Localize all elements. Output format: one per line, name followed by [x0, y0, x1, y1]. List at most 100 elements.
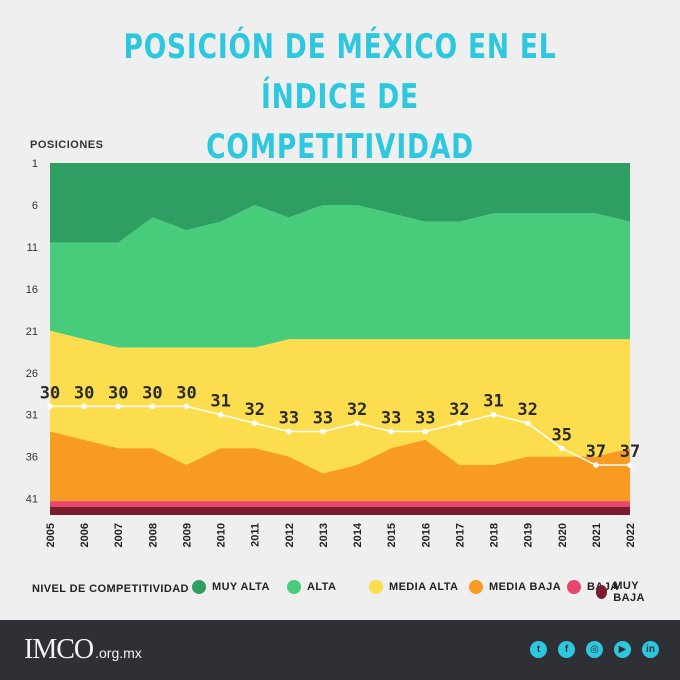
legend-item-media-baja: MEDIA BAJA: [469, 580, 561, 594]
y-tick-label: 26: [26, 368, 38, 380]
data-point: [388, 428, 394, 435]
data-point: [115, 403, 122, 410]
legend-item-alta: ALTA: [287, 580, 336, 594]
legend-label: MUY ALTA: [212, 581, 270, 593]
y-tick-label: 1: [32, 158, 38, 170]
x-tick-label: 2020: [557, 523, 569, 547]
data-label: 32: [244, 400, 264, 420]
y-tick-label: 41: [26, 494, 38, 506]
logo-domain: .org.mx: [95, 645, 142, 661]
x-tick-label: 2011: [250, 523, 262, 547]
x-tick-label: 2013: [318, 523, 330, 547]
y-axis-label: POSICIONES: [30, 139, 104, 151]
logo-text: IMCO: [24, 634, 94, 665]
data-point: [593, 462, 599, 468]
legend-swatch: [469, 580, 483, 594]
data-point: [456, 420, 463, 426]
band-media-baja: [50, 431, 630, 502]
facebook-icon[interactable]: f: [558, 641, 575, 658]
x-tick-label: 2016: [420, 523, 432, 547]
legend-item-muy-baja: MUY BAJA: [596, 580, 662, 604]
data-label: 32: [517, 400, 537, 420]
data-label: 31: [210, 392, 230, 412]
data-point: [251, 420, 258, 426]
footer: IMCO .org.mx t f ◎ ▶ in: [0, 620, 680, 680]
data-point: [558, 445, 565, 452]
data-point: [149, 403, 156, 410]
data-point: [81, 403, 87, 410]
legend-swatch: [596, 585, 608, 599]
x-tick-label: 2022: [625, 523, 637, 547]
x-tick-label: 2015: [386, 523, 398, 547]
youtube-icon[interactable]: ▶: [614, 641, 631, 658]
y-tick-label: 11: [27, 242, 38, 254]
data-label: 33: [313, 408, 333, 428]
x-tick-label: 2005: [45, 523, 57, 547]
mexico-position-line: [50, 405, 630, 466]
x-tick-label: 2014: [352, 522, 364, 547]
data-label: 30: [176, 383, 196, 403]
x-tick-label: 2021: [591, 523, 603, 547]
x-tick-label: 2009: [181, 523, 193, 547]
data-label: 32: [347, 400, 367, 420]
band-muy-alta: [50, 163, 630, 243]
legend-title: NIVEL DE COMPETITIVIDAD: [32, 583, 189, 595]
legend-label: MEDIA ALTA: [389, 581, 459, 593]
legend-swatch: [287, 580, 301, 594]
data-label: 37: [586, 442, 606, 462]
x-tick-label: 2010: [216, 523, 228, 547]
legend-label: ALTA: [307, 581, 337, 593]
legend-label: MUY BAJA: [613, 580, 645, 604]
data-label: 30: [40, 383, 60, 403]
data-label: 33: [381, 408, 401, 428]
data-point: [183, 403, 190, 410]
x-tick-label: 2019: [523, 523, 535, 547]
legend-swatch: [192, 580, 206, 594]
twitter-icon[interactable]: t: [530, 641, 547, 658]
data-point: [354, 420, 360, 426]
data-point: [320, 428, 326, 435]
data-label: 35: [552, 425, 572, 445]
legend-item-muy-alta: MUY ALTA: [192, 580, 270, 594]
legend-item-media-alta: MEDIA ALTA: [369, 580, 458, 594]
data-point: [422, 428, 429, 435]
band-muy-baja: [50, 507, 630, 515]
x-tick-label: 2018: [489, 523, 501, 547]
data-point: [47, 403, 53, 410]
data-label: 30: [74, 383, 94, 403]
x-tick-label: 2012: [284, 523, 296, 547]
data-label: 37: [620, 442, 640, 462]
y-tick-label: 31: [26, 410, 38, 422]
band-baja: [50, 501, 630, 507]
linkedin-icon[interactable]: in: [642, 641, 659, 658]
x-tick-label: 2007: [113, 523, 125, 547]
legend-label: MEDIA BAJA: [489, 581, 562, 593]
data-label: 30: [142, 383, 162, 403]
data-label: 32: [449, 400, 469, 420]
y-tick-label: 21: [26, 326, 38, 338]
y-tick-label: 16: [26, 284, 38, 296]
legend-swatch: [567, 580, 581, 594]
imco-logo[interactable]: IMCO .org.mx: [24, 634, 142, 666]
x-tick-label: 2017: [454, 523, 466, 547]
data-point: [217, 411, 224, 418]
band-alta: [50, 204, 630, 348]
data-label: 31: [483, 392, 503, 412]
x-tick-label: 2008: [147, 523, 159, 547]
legend: NIVEL DE COMPETITIVIDAD MUY ALTA ALTA MEDI…: [32, 580, 662, 604]
data-point: [524, 420, 531, 426]
data-label: 30: [108, 383, 128, 403]
instagram-icon[interactable]: ◎: [586, 641, 603, 658]
data-point: [627, 462, 633, 468]
data-label: 33: [279, 408, 299, 428]
y-tick-label: 6: [32, 200, 38, 212]
y-tick-label: 36: [26, 452, 38, 464]
data-point: [490, 411, 497, 418]
data-point: [286, 428, 292, 435]
band-media-alta: [50, 330, 630, 474]
legend-swatch: [369, 580, 383, 594]
x-tick-label: 2006: [79, 523, 91, 547]
data-label: 33: [415, 408, 435, 428]
chart-title-line-1: POSICIÓN DE MÉXICO EN EL ÍNDICE DE: [123, 27, 557, 117]
